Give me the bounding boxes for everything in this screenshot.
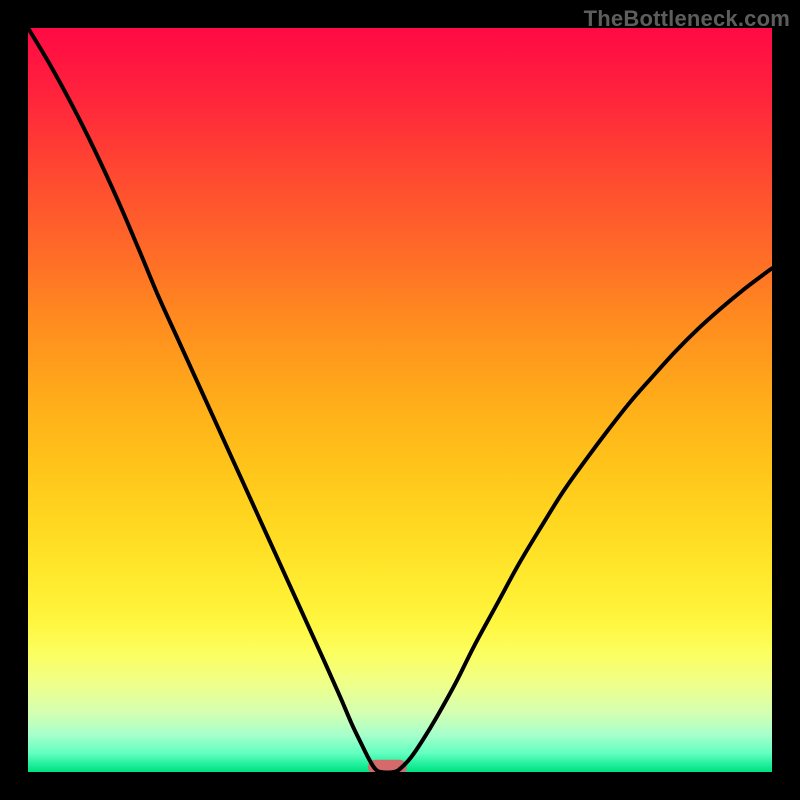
plot-area [28,28,772,772]
curve-layer [28,28,772,772]
bottleneck-curve [28,28,772,772]
